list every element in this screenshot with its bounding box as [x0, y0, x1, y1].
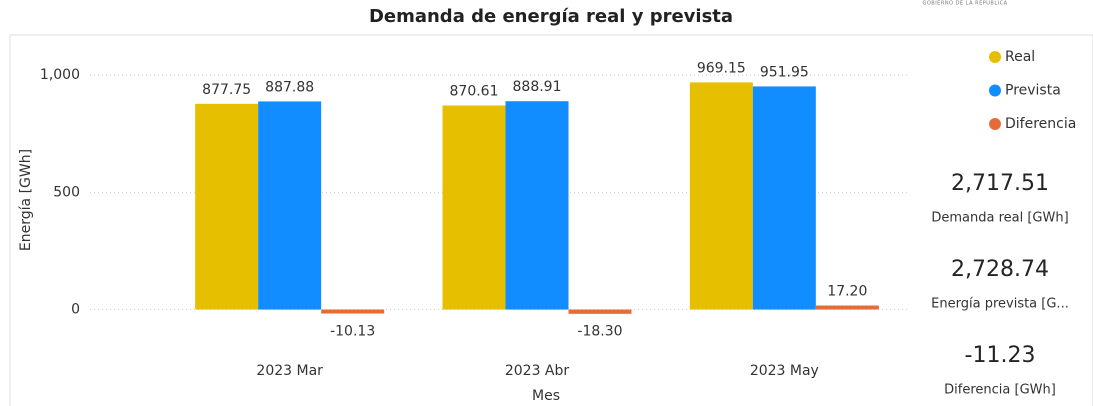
value-label: 870.61 — [450, 83, 499, 99]
kpi-caption: Diferencia [GWh] — [944, 383, 1056, 398]
bar — [689, 82, 753, 310]
x-tick-label: 2023 Abr — [505, 363, 570, 379]
bar — [258, 101, 322, 310]
legend-marker — [989, 84, 1001, 97]
kpi-value: -11.23 — [965, 343, 1036, 368]
legend-marker — [989, 118, 1001, 130]
bar — [752, 86, 816, 310]
legend-label: Diferencia — [1005, 116, 1076, 132]
bar — [815, 305, 879, 310]
y-tick-label: 0 — [71, 302, 80, 318]
legend-label: Real — [1005, 49, 1035, 65]
legend-label: Prevista — [1005, 83, 1061, 99]
value-label: 888.91 — [513, 79, 562, 95]
frame — [9, 34, 1093, 406]
value-label: 887.88 — [265, 79, 314, 95]
y-tick-label: 500 — [53, 184, 80, 200]
value-label: -10.13 — [330, 324, 375, 340]
x-tick-label: 2023 May — [750, 363, 819, 379]
kpi-value: 2,728.74 — [951, 257, 1049, 282]
bar — [321, 309, 385, 314]
legend-marker — [989, 51, 1001, 63]
x-axis-label: Mes — [532, 388, 560, 404]
kpi-value: 2,717.51 — [951, 171, 1049, 196]
bar — [568, 309, 632, 314]
bar — [442, 105, 506, 310]
bar — [505, 101, 569, 310]
value-label: 969.15 — [697, 60, 746, 76]
value-label: 951.95 — [760, 64, 809, 80]
chart-title: Demanda de energía real y prevista — [369, 6, 733, 27]
value-label: 877.75 — [202, 82, 251, 98]
y-axis-label: Energía [GWh] — [18, 149, 34, 251]
bar — [195, 103, 259, 310]
value-label: 17.20 — [827, 284, 867, 300]
y-tick-label: 1,000 — [40, 67, 80, 83]
x-tick-label: 2023 Mar — [256, 363, 323, 379]
value-label: -18.30 — [577, 324, 622, 340]
kpi-caption: Demanda real [GWh] — [931, 211, 1068, 226]
header-note: GOBIERNO DE LA REPUBLICA — [922, 1, 1007, 7]
kpi-caption: Energía prevista [G... — [931, 297, 1069, 312]
